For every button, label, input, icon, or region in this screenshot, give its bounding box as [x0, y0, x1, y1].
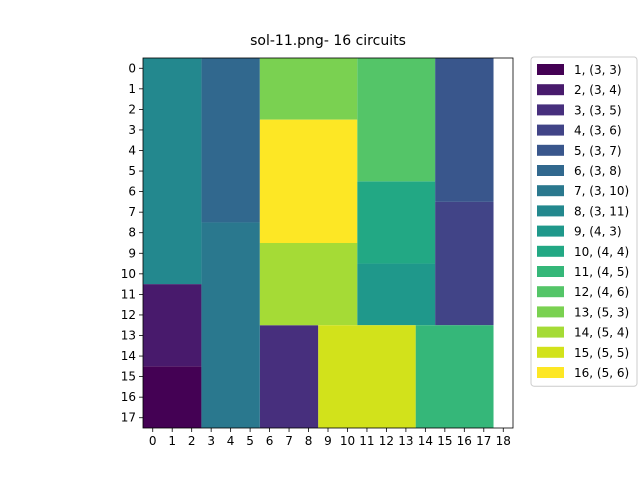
- circuit-cell: [357, 181, 436, 264]
- legend-swatch: [537, 266, 564, 277]
- y-tick-label: 4: [128, 144, 136, 158]
- y-tick-label: 2: [128, 102, 136, 116]
- legend-label: 2, (3, 4): [574, 83, 622, 97]
- y-tick-label: 9: [128, 246, 136, 260]
- legend-label: 5, (3, 7): [574, 144, 622, 158]
- x-tick-label: 1: [168, 434, 176, 448]
- circuit-cell: [357, 58, 436, 182]
- circuit-cell: [143, 366, 202, 428]
- circuit-cell: [259, 325, 319, 428]
- x-tick-label: 11: [359, 434, 374, 448]
- legend-frame: [530, 56, 638, 387]
- y-tick-label: 7: [128, 205, 136, 219]
- legend-swatch: [537, 225, 564, 237]
- circuit-cell: [259, 119, 358, 243]
- circuit-cell: [415, 325, 494, 428]
- legend-label: 15, (5, 5): [574, 346, 629, 360]
- legend-swatch: [537, 245, 564, 257]
- y-tick-label: 8: [128, 226, 136, 240]
- x-tick-label: 0: [149, 434, 157, 448]
- x-tick-label: 10: [340, 434, 355, 448]
- x-tick-label: 6: [266, 434, 274, 448]
- x-tick-label: 7: [285, 434, 293, 448]
- legend-label: 9, (4, 3): [574, 225, 622, 239]
- x-tick-label: 16: [457, 434, 472, 448]
- circuit-cells: [143, 58, 494, 428]
- x-tick-label: 13: [398, 434, 413, 448]
- x-tick-label: 15: [437, 434, 452, 448]
- x-tick-label: 3: [207, 434, 215, 448]
- y-tick-label: 12: [121, 308, 136, 322]
- circuit-cell: [357, 263, 436, 326]
- y-tick-label: 15: [121, 370, 136, 384]
- legend-swatch: [537, 367, 564, 378]
- legend-swatch: [537, 185, 564, 197]
- x-tick-label: 5: [246, 434, 254, 448]
- legend-swatch: [537, 104, 564, 116]
- circuit-cell: [259, 58, 358, 120]
- circuit-cell: [143, 284, 202, 367]
- legend-label: 4, (3, 6): [574, 124, 622, 138]
- x-tick-label: 18: [496, 434, 511, 448]
- legend-label: 12, (4, 6): [574, 285, 629, 299]
- chart-title: sol-11.png- 16 circuits: [250, 33, 406, 49]
- circuit-cell: [201, 58, 260, 223]
- legend-label: 13, (5, 3): [574, 305, 629, 319]
- x-tick-label: 14: [418, 434, 433, 448]
- legend-swatch: [537, 84, 564, 96]
- legend-swatch: [537, 124, 564, 136]
- circuit-cell: [435, 58, 494, 202]
- y-tick-label: 16: [121, 390, 136, 404]
- y-tick-label: 1: [128, 82, 136, 96]
- legend-label: 3, (3, 5): [574, 103, 622, 117]
- y-tick-label: 6: [128, 185, 136, 199]
- circuit-cell: [318, 325, 416, 428]
- y-tick-label: 14: [121, 349, 136, 363]
- y-tick-label: 0: [128, 61, 136, 75]
- legend-label: 6, (3, 8): [574, 164, 622, 178]
- y-tick-label: 17: [121, 411, 136, 425]
- circuit-cell: [435, 201, 494, 326]
- legend-label: 1, (3, 3): [574, 63, 622, 77]
- x-tick-label: 8: [305, 434, 313, 448]
- x-tick-label: 17: [476, 434, 491, 448]
- y-tick-label: 3: [128, 123, 136, 137]
- y-tick-label: 10: [121, 267, 136, 281]
- legend-swatch: [537, 326, 564, 338]
- legend-label: 16, (5, 6): [574, 366, 629, 380]
- legend-label: 11, (4, 5): [574, 265, 629, 279]
- x-tick-label: 4: [227, 434, 235, 448]
- legend-label: 7, (3, 10): [574, 184, 629, 198]
- legend: 1, (3, 3) 2, (3, 4) 3, (3, 5) 4, (3, 6) 5, (…: [530, 56, 638, 387]
- y-tick-label: 11: [121, 287, 136, 301]
- x-tick-label: 2: [188, 434, 196, 448]
- legend-swatch: [537, 144, 564, 156]
- legend-swatch: [537, 306, 564, 318]
- legend-swatch: [537, 286, 564, 298]
- legend-swatch: [537, 64, 564, 75]
- circuit-cell: [259, 243, 358, 326]
- legend-swatch: [537, 346, 564, 358]
- legend-label: 8, (3, 11): [574, 204, 629, 218]
- legend-label: 14, (5, 4): [574, 326, 629, 340]
- legend-swatch: [537, 205, 564, 217]
- legend-label: 10, (4, 4): [574, 245, 629, 259]
- y-tick-label: 13: [121, 329, 136, 343]
- circuit-cell: [143, 58, 202, 285]
- x-axis: 0 1 2 3 4 5 6 7 8 9 10 11 12 13 14 15 16 17 18: [149, 428, 511, 448]
- y-tick-label: 5: [128, 164, 136, 178]
- legend-swatch: [537, 165, 564, 176]
- x-tick-label: 9: [324, 434, 332, 448]
- x-tick-label: 12: [379, 434, 394, 448]
- circuit-cell: [201, 222, 260, 428]
